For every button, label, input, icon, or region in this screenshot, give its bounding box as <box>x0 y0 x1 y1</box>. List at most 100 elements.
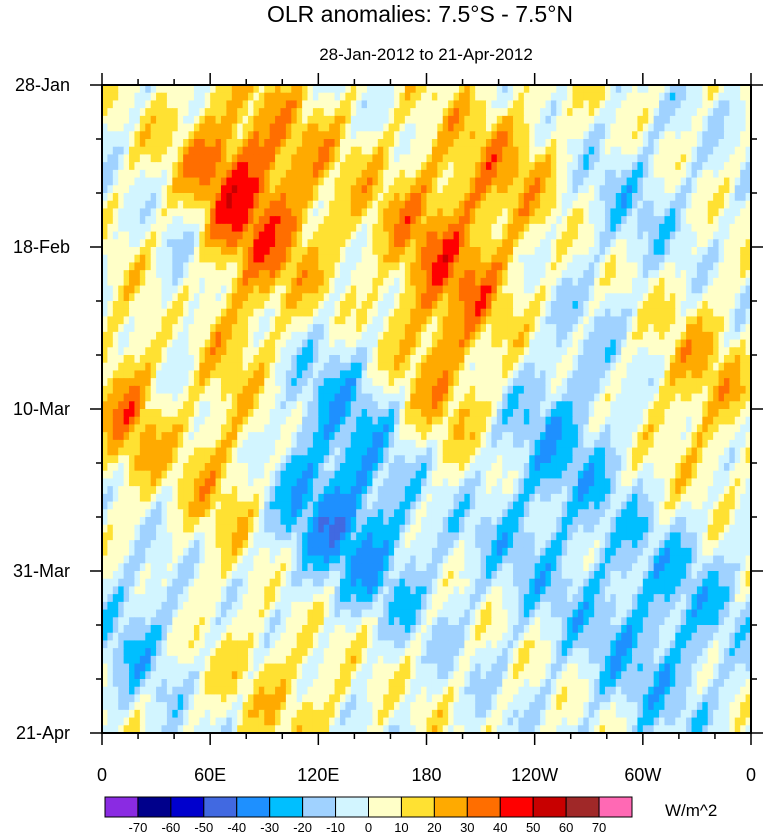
heatmap-cell <box>464 254 471 264</box>
heatmap-cell <box>496 339 503 348</box>
heatmap-cell <box>653 393 660 402</box>
heatmap-cell <box>248 108 255 117</box>
heatmap-cell <box>491 193 498 202</box>
heatmap-cell <box>312 85 319 94</box>
heatmap-cell <box>567 239 574 248</box>
heatmap-cell <box>129 200 136 210</box>
heatmap-cell <box>437 355 444 364</box>
heatmap-cell <box>464 169 471 179</box>
heatmap-cell <box>172 100 179 109</box>
heatmap-cell <box>237 193 244 202</box>
heatmap-cell <box>577 193 584 202</box>
heatmap-cell <box>686 339 693 348</box>
heatmap-cell <box>258 285 265 294</box>
heatmap-cell <box>464 162 471 171</box>
heatmap-cell <box>204 169 211 179</box>
heatmap-cell <box>594 108 601 117</box>
heatmap-cell <box>134 247 141 256</box>
heatmap-cell <box>302 162 309 171</box>
heatmap-cell <box>469 362 476 372</box>
heatmap-cell <box>626 324 633 333</box>
heatmap-cell <box>172 223 179 233</box>
heatmap-cell <box>577 370 584 379</box>
heatmap-cell <box>718 154 725 163</box>
heatmap-cell <box>642 316 649 325</box>
heatmap-cell <box>258 355 265 364</box>
heatmap-cell <box>193 285 200 294</box>
heatmap-cell <box>604 169 611 179</box>
heatmap-cell <box>529 254 536 264</box>
heatmap-cell <box>702 231 709 240</box>
heatmap-cell <box>745 193 751 202</box>
heatmap-cell <box>248 85 255 94</box>
heatmap-cell <box>307 85 314 94</box>
heatmap-cell <box>431 393 438 402</box>
heatmap-cell <box>264 370 271 379</box>
heatmap-cell <box>226 239 233 248</box>
heatmap-cell <box>377 324 384 333</box>
heatmap-cell <box>577 331 584 341</box>
heatmap-cell <box>161 247 168 256</box>
heatmap-cell <box>123 277 130 287</box>
heatmap-cell <box>442 378 449 387</box>
heatmap-cell <box>659 301 666 310</box>
heatmap-cell <box>502 277 509 287</box>
heatmap-cell <box>156 393 163 402</box>
heatmap-cell <box>139 169 146 179</box>
heatmap-cell <box>199 193 206 202</box>
heatmap-cell <box>102 347 109 356</box>
heatmap-cell <box>339 115 346 125</box>
heatmap-cell <box>345 262 352 271</box>
heatmap-cell <box>448 223 455 233</box>
heatmap-cell <box>118 139 125 148</box>
heatmap-cell <box>550 347 557 356</box>
heatmap-cell <box>734 131 741 140</box>
heatmap-cell <box>669 239 676 248</box>
heatmap-cell <box>339 316 346 325</box>
heatmap-cell <box>345 208 352 217</box>
heatmap-cell <box>745 254 751 264</box>
heatmap-cell <box>734 85 741 94</box>
heatmap-cell <box>458 347 465 356</box>
heatmap-cell <box>740 301 747 310</box>
heatmap-cell <box>161 231 168 240</box>
heatmap-cell <box>469 347 476 356</box>
heatmap-cell <box>513 193 520 202</box>
heatmap-cell <box>139 108 146 117</box>
heatmap-cell <box>686 362 693 372</box>
heatmap-cell <box>648 200 655 210</box>
heatmap-cell <box>702 316 709 325</box>
heatmap-cell <box>502 169 509 179</box>
heatmap-cell <box>734 169 741 179</box>
heatmap-cell <box>583 385 590 395</box>
heatmap-cell <box>226 115 233 125</box>
heatmap-cell <box>275 208 282 217</box>
heatmap-cell <box>485 100 492 109</box>
heatmap-cell <box>226 108 233 117</box>
heatmap-cell <box>399 216 406 225</box>
heatmap-cell <box>248 370 255 379</box>
heatmap-cell <box>442 401 449 410</box>
heatmap-cell <box>166 162 173 171</box>
heatmap-cell <box>626 277 633 287</box>
heatmap-cell <box>502 262 509 271</box>
heatmap-cell <box>193 208 200 217</box>
heatmap-cell <box>594 169 601 179</box>
heatmap-cell <box>123 370 130 379</box>
heatmap-cell <box>302 131 309 140</box>
heatmap-cell <box>464 223 471 233</box>
heatmap-cell <box>210 393 217 402</box>
heatmap-cell <box>550 378 557 387</box>
heatmap-cell <box>745 270 751 279</box>
heatmap-cell <box>145 385 152 395</box>
heatmap-cell <box>248 231 255 240</box>
heatmap-cell <box>707 92 714 102</box>
heatmap-cell <box>139 146 146 156</box>
heatmap-cell <box>323 262 330 271</box>
heatmap-cell <box>664 270 671 279</box>
heatmap-cell <box>156 208 163 217</box>
heatmap-cell <box>388 146 395 156</box>
heatmap-cell <box>453 185 460 194</box>
heatmap-cell <box>659 308 666 318</box>
heatmap-cell <box>280 123 287 132</box>
